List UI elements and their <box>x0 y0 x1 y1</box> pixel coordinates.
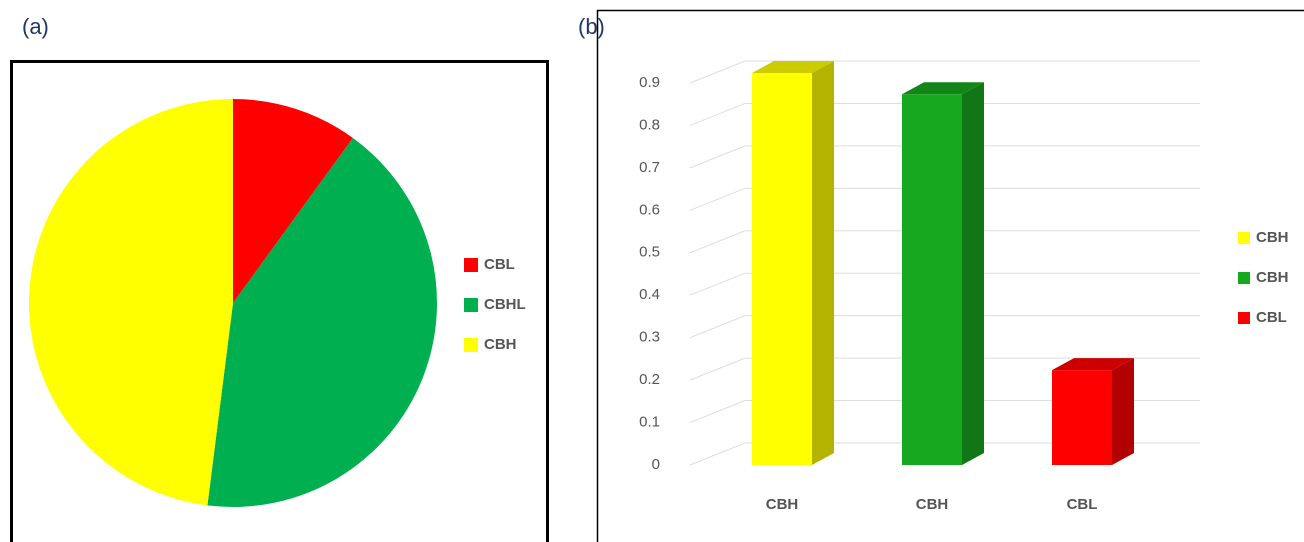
y-tick-label: 0.5 <box>639 244 660 261</box>
panel-a-frame <box>10 60 549 542</box>
grid-line <box>689 102 1200 126</box>
legend-swatch <box>1238 232 1250 244</box>
x-tick-label: CBL <box>1067 496 1098 513</box>
panel-label: (b) <box>578 14 605 39</box>
grid-line <box>689 60 1200 84</box>
bar-side <box>1112 358 1134 465</box>
legend-swatch <box>1238 312 1250 324</box>
legend-swatch <box>464 298 478 312</box>
bar-side <box>962 82 984 465</box>
grid-line <box>689 272 1200 296</box>
legend-label: CBHL <box>484 296 526 313</box>
grid-line <box>689 442 1200 466</box>
pie-slice <box>233 99 353 303</box>
grid-line <box>689 187 1200 211</box>
bar <box>902 94 962 465</box>
bar-top <box>752 61 834 73</box>
y-tick-label: 0.2 <box>639 371 660 388</box>
bar-side <box>812 61 834 465</box>
legend-swatch <box>464 258 478 272</box>
legend-label: CBH <box>484 336 517 353</box>
legend-swatch <box>1238 272 1250 284</box>
grid-line <box>689 230 1200 254</box>
grid-line <box>689 315 1200 339</box>
bar-top <box>902 82 984 95</box>
pie-slice <box>207 137 437 507</box>
panel-label: (a) <box>22 14 49 39</box>
y-tick-label: 0.8 <box>639 116 660 133</box>
y-tick-label: 0.6 <box>639 201 660 218</box>
grid-line <box>689 145 1200 169</box>
panel-b-frame <box>596 9 1304 542</box>
legend-label: CBL <box>484 256 515 273</box>
y-tick-label: 0.9 <box>639 74 660 91</box>
legend-swatch <box>464 338 478 352</box>
bar-top <box>1052 358 1134 371</box>
y-tick-label: 0 <box>652 456 660 473</box>
grid-line <box>689 400 1200 424</box>
legend-label: CBL <box>1256 309 1287 326</box>
y-tick-label: 0.4 <box>639 286 660 303</box>
grid-line <box>689 357 1200 381</box>
y-tick-label: 0.3 <box>639 329 660 346</box>
legend-label: CBH <box>1256 229 1289 246</box>
bar <box>752 73 812 465</box>
x-tick-label: CBH <box>766 496 799 513</box>
y-tick-label: 0.7 <box>639 159 660 176</box>
y-tick-label: 0.1 <box>639 414 660 431</box>
legend-label: CBH <box>1256 269 1289 286</box>
bar <box>1052 370 1112 465</box>
pie-slice <box>28 99 233 506</box>
x-tick-label: CBH <box>916 496 949 513</box>
